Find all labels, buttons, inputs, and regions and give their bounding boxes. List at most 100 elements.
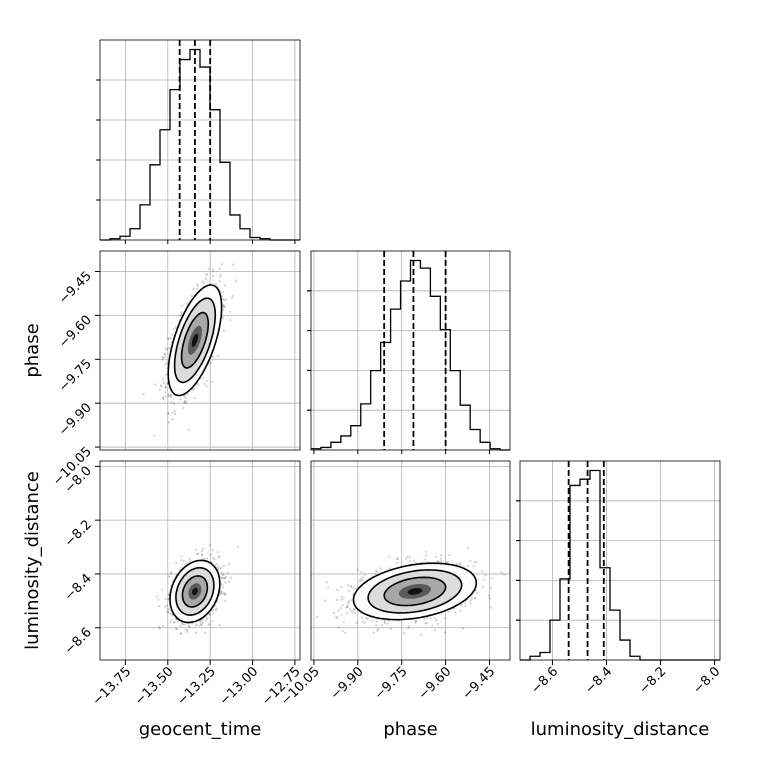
scatter-point bbox=[173, 412, 177, 415]
scatter-point bbox=[211, 274, 215, 277]
scatter-point bbox=[220, 571, 223, 574]
scatter-point bbox=[203, 281, 206, 284]
scatter-point bbox=[162, 625, 165, 628]
scatter-point bbox=[344, 631, 347, 634]
scatter-point bbox=[220, 576, 223, 579]
scatter-point bbox=[178, 314, 181, 317]
scatter-point bbox=[500, 571, 503, 574]
scatter-point bbox=[170, 618, 173, 621]
scatter-point bbox=[222, 574, 225, 577]
scatter-point bbox=[490, 576, 493, 579]
scatter-point bbox=[218, 275, 221, 278]
scatter-point bbox=[220, 590, 223, 594]
scatter-point bbox=[222, 297, 225, 301]
y-tick-label: −9.45 bbox=[56, 269, 95, 308]
scatter-point bbox=[469, 599, 472, 602]
scatter-point bbox=[190, 295, 193, 298]
histogram-phase bbox=[311, 259, 510, 451]
scatter-point bbox=[218, 267, 221, 270]
scatter-point bbox=[165, 383, 168, 386]
histogram-luminosity_distance bbox=[520, 469, 720, 661]
scatter-point bbox=[323, 599, 326, 602]
scatter-point bbox=[222, 591, 226, 594]
scatter-point bbox=[389, 627, 393, 630]
scatter-point bbox=[220, 583, 224, 586]
scatter-point bbox=[361, 576, 364, 579]
scatter-point bbox=[188, 625, 191, 628]
histogram-geocent_time bbox=[100, 48, 300, 241]
scatter-point bbox=[176, 628, 179, 631]
panel-frame bbox=[519, 460, 721, 661]
scatter-point bbox=[186, 302, 189, 305]
scatter-point bbox=[169, 571, 173, 574]
scatter-point bbox=[386, 622, 390, 625]
scatter-point bbox=[158, 389, 161, 392]
x-tick-label: −9.90 bbox=[328, 664, 367, 703]
scatter-point bbox=[161, 378, 164, 381]
scatter-point bbox=[227, 580, 231, 584]
scatter-point bbox=[173, 402, 176, 405]
scatter-point bbox=[423, 558, 426, 561]
scatter-point bbox=[224, 576, 227, 579]
scatter-point bbox=[214, 607, 218, 610]
scatter-point bbox=[197, 383, 200, 386]
scatter-point bbox=[172, 327, 175, 331]
scatter-point bbox=[196, 287, 199, 290]
scatter-point bbox=[375, 620, 378, 623]
scatter-point bbox=[332, 611, 336, 615]
scatter-point bbox=[469, 602, 472, 605]
scatter-point bbox=[409, 556, 412, 559]
scatter-point bbox=[350, 610, 353, 613]
scatter-point bbox=[222, 329, 226, 332]
x-tick-label: −8.2 bbox=[636, 664, 669, 697]
scatter-point bbox=[180, 559, 183, 562]
y-tick-label: −8.2 bbox=[62, 517, 95, 550]
scatter-point bbox=[223, 577, 226, 580]
scatter-point bbox=[219, 273, 222, 276]
scatter-point bbox=[376, 570, 379, 573]
scatter-point bbox=[218, 280, 221, 283]
scatter-point bbox=[219, 567, 223, 570]
scatter-point bbox=[396, 557, 400, 561]
scatter-point bbox=[202, 547, 205, 551]
scatter-point bbox=[424, 554, 427, 557]
scatter-point bbox=[211, 549, 214, 552]
scatter-point bbox=[167, 611, 170, 614]
scatter-point bbox=[444, 616, 447, 619]
scatter-point bbox=[436, 622, 439, 626]
scatter-point bbox=[163, 605, 167, 608]
scatter-point bbox=[433, 629, 436, 632]
scatter-point bbox=[179, 398, 182, 401]
scatter-point bbox=[222, 317, 225, 320]
scatter-point bbox=[325, 581, 329, 584]
scatter-point bbox=[388, 567, 391, 570]
scatter-point bbox=[184, 563, 187, 566]
scatter-point bbox=[201, 550, 204, 553]
x-tick-label: −13.25 bbox=[174, 664, 219, 709]
scatter-point bbox=[414, 619, 418, 623]
x-tick-label: −13.00 bbox=[217, 664, 262, 709]
histogram-panel-geocent_time bbox=[96, 39, 301, 241]
scatter-point bbox=[221, 586, 224, 589]
scatter-point bbox=[440, 559, 443, 563]
x-tick-label: −8.4 bbox=[582, 664, 615, 697]
scatter-point bbox=[224, 581, 227, 584]
scatter-point bbox=[161, 397, 165, 400]
scatter-point bbox=[480, 570, 483, 573]
scatter-point bbox=[159, 384, 163, 387]
scatter-point bbox=[490, 606, 493, 609]
scatter-point bbox=[403, 632, 406, 635]
scatter-point bbox=[215, 608, 218, 612]
x-tick-label: −13.75 bbox=[90, 664, 135, 709]
scatter-point bbox=[205, 385, 208, 388]
scatter-point bbox=[142, 393, 145, 396]
scatter-point bbox=[454, 611, 457, 614]
scatter-point bbox=[166, 348, 169, 351]
scatter-point bbox=[340, 595, 343, 599]
x-tick-label: −9.75 bbox=[372, 664, 411, 703]
scatter-point bbox=[183, 623, 186, 626]
scatter-point bbox=[183, 395, 186, 398]
scatter-point bbox=[200, 553, 203, 557]
scatter-point bbox=[347, 589, 350, 593]
